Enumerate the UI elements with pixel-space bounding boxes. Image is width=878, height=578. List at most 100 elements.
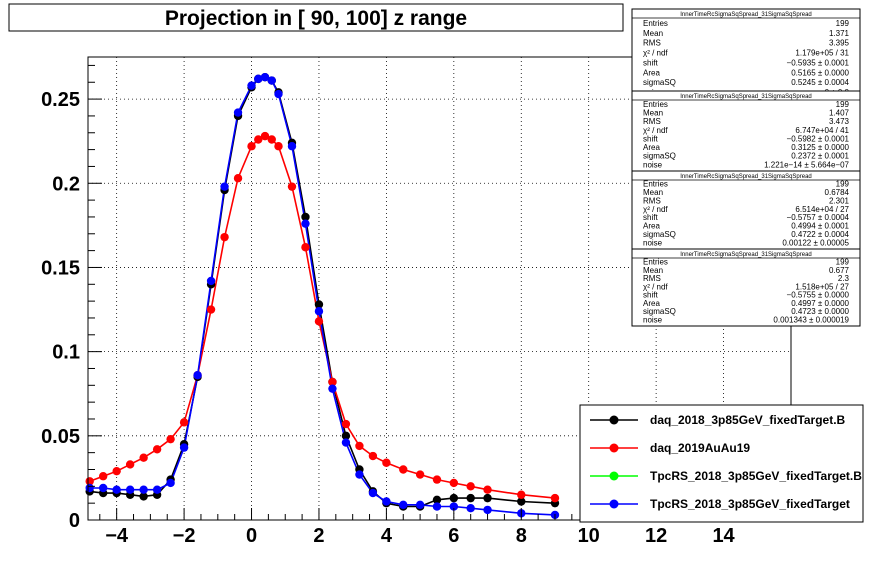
legend-marker [609, 443, 619, 453]
legend-label: TpcRS_2018_3p85GeV_fixedTarget [650, 497, 850, 511]
stat-value: 1.371 [829, 29, 850, 38]
stat-value: −0.5982 ± 0.0001 [787, 134, 850, 143]
stat-box-frame [631, 170, 861, 250]
data-point [483, 505, 492, 515]
x-tick-label: 8 [516, 525, 527, 547]
x-tick-label: 12 [645, 525, 667, 547]
stat-value: 1.518e+05 / 27 [795, 282, 849, 291]
stat-key: Area [643, 68, 660, 77]
stat-key: Area [643, 299, 660, 308]
y-tick-label: 0.05 [41, 426, 80, 448]
stat-value: 0.3125 ± 0.0000 [791, 143, 849, 152]
data-point [382, 497, 391, 506]
data-point [432, 475, 442, 484]
fit-curve [89, 76, 556, 508]
data-point [314, 307, 324, 316]
data-point [449, 502, 459, 511]
data-point [301, 219, 310, 228]
x-tick-label: −2 [173, 525, 196, 547]
legend-marker [609, 499, 619, 509]
legend-label: TpcRS_2018_3p85GeV_fixedTarget.B [650, 469, 862, 483]
data-point [399, 500, 408, 510]
data-point [152, 445, 162, 454]
x-tick-label: 2 [313, 525, 324, 547]
stat-value: 0.4722 ± 0.0004 [791, 230, 849, 239]
chart-title: Projection in [ 90, 100] z range [165, 7, 467, 30]
stat-value: 1.221e−14 ± 5.664e−07 [764, 160, 849, 169]
data-point [260, 73, 270, 82]
y-tick-label: 0.1 [52, 342, 80, 364]
stat-box-title: InnerTimeRcSigmaSqSpread_31SigmaSqSpread [680, 12, 812, 18]
stat-value: 199 [836, 100, 850, 109]
data-point [85, 483, 94, 493]
stat-key: RMS [643, 39, 661, 48]
data-point [415, 500, 425, 510]
stat-box: InnerTimeRcSigmaSqSpread_31SigmaSqSpread… [631, 170, 861, 250]
data-point [341, 438, 351, 447]
data-point [432, 502, 442, 511]
stat-box-title: InnerTimeRcSigmaSqSpread_31SigmaSqSpread [680, 174, 812, 180]
data-point [355, 441, 364, 451]
stat-box-title: InnerTimeRcSigmaSqSpread_31SigmaSqSpread [680, 94, 812, 100]
stat-value: 199 [836, 19, 850, 28]
stat-value: 2.301 [829, 196, 850, 205]
data-point [449, 493, 459, 503]
legend-marker [609, 415, 619, 425]
stat-key: Mean [643, 29, 663, 38]
data-point [382, 458, 391, 467]
data-point [466, 493, 475, 503]
data-point [166, 478, 175, 488]
legend-frame [579, 404, 864, 523]
data-point [112, 485, 121, 494]
data-point [179, 418, 189, 427]
data-point [483, 485, 492, 494]
stat-value: 0.00122 ± 0.00005 [782, 238, 849, 247]
stat-box: InnerTimeRcSigmaSqSpread_31SigmaSqSpread… [631, 90, 861, 172]
x-tick-label: 10 [578, 525, 600, 547]
data-point [254, 74, 263, 84]
stat-value: 2.3 [838, 274, 850, 283]
stat-value: −0.5755 ± 0.0000 [787, 291, 850, 300]
stat-value: 0.001343 ± 0.000019 [773, 315, 849, 324]
stat-box-title: InnerTimeRcSigmaSqSpread_31SigmaSqSpread [680, 252, 812, 258]
stat-key: χ² / ndf [643, 282, 668, 291]
stat-value: 0.4994 ± 0.0001 [791, 222, 849, 231]
data-point [341, 431, 351, 441]
legend: daq_2018_3p85GeV_fixedTarget.B daq_2019Au… [579, 404, 864, 523]
data-point [267, 135, 276, 144]
stat-key: sigmaSQ [643, 230, 676, 239]
data-point [247, 81, 256, 90]
stat-key: χ² / ndf [643, 205, 668, 214]
data-point [233, 108, 243, 117]
y-tick-label: 0.2 [52, 173, 80, 195]
axes: −4 −2 0 2 4 6 8 10 12 14 0 0.05 0.1 0.15 0.2 0.25 [41, 64, 775, 547]
stat-key: shift [643, 213, 658, 222]
fit-curve [89, 135, 556, 499]
stat-boxes: InnerTimeRcSigmaSqSpread_31SigmaSqSpread… [631, 8, 861, 327]
legend-marker [609, 471, 619, 481]
stat-value: 0.4723 ± 0.0000 [791, 307, 849, 316]
stat-value: 1.407 [829, 109, 850, 118]
stat-value: −0.5935 ± 0.0001 [787, 58, 850, 67]
stat-box: InnerTimeRcSigmaSqSpread_31SigmaSqSpread… [631, 248, 861, 327]
data-point [233, 174, 243, 183]
stat-key: Entries [643, 100, 668, 109]
stat-key: χ² / ndf [643, 49, 668, 58]
stat-key: RMS [643, 274, 661, 283]
data-point [220, 182, 229, 191]
data-point [152, 485, 162, 494]
data-point [220, 232, 229, 242]
stat-value: 0.4997 ± 0.0000 [791, 299, 849, 308]
data-point [193, 371, 202, 380]
data-point [550, 493, 560, 503]
data-point [517, 497, 526, 506]
stat-key: RMS [643, 117, 661, 126]
data-point [328, 377, 337, 387]
data-point [449, 478, 459, 488]
data-point [355, 470, 364, 479]
stat-value: 6.514e+04 / 27 [795, 205, 849, 214]
stat-key: noise [643, 238, 663, 247]
stat-key: sigmaSQ [643, 78, 676, 87]
data-point [341, 419, 351, 429]
